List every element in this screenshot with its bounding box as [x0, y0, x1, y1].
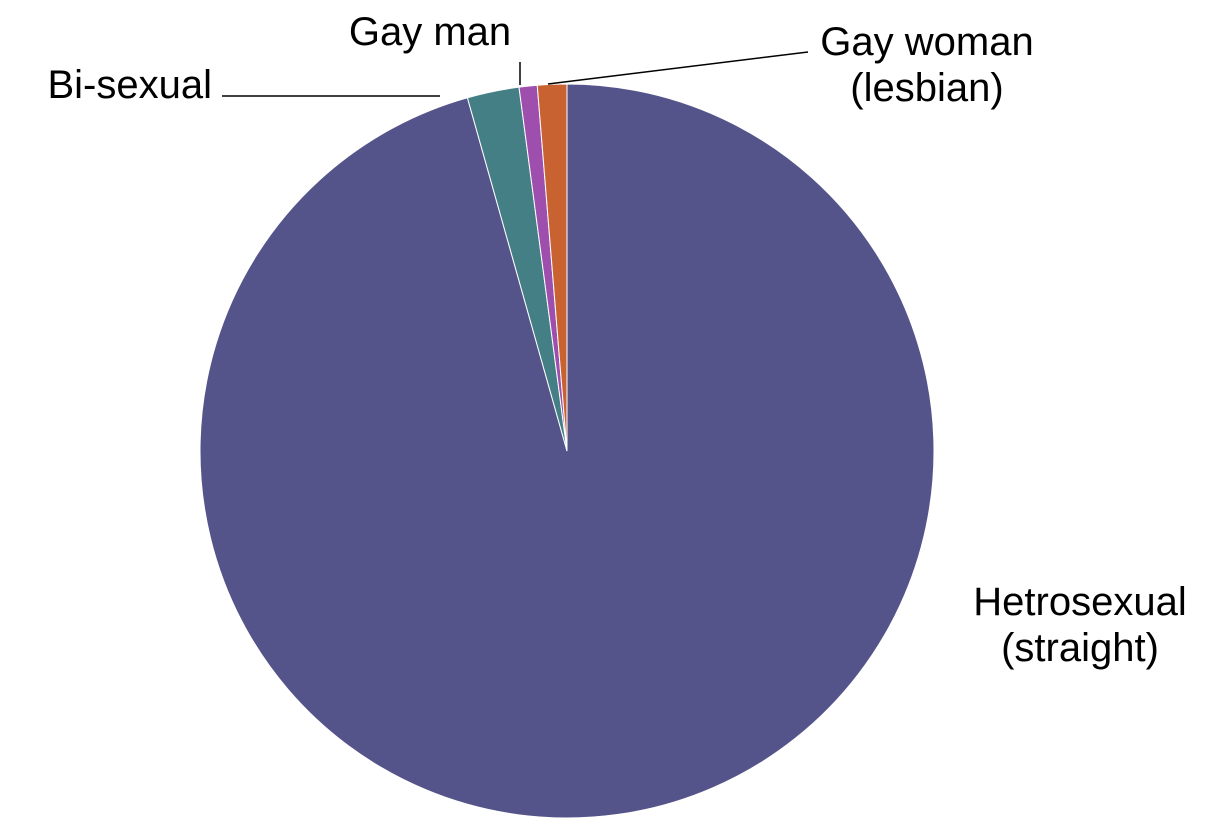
slice-label-line: (lesbian): [850, 66, 1003, 110]
slice-label: Bi-sexual: [47, 63, 212, 107]
slice-label-line: Bi-sexual: [47, 63, 212, 107]
slice-label: Gay woman (lesbian): [820, 20, 1033, 110]
slice-label: Hetrosexual (straight): [973, 580, 1186, 670]
leader-lines: [222, 51, 809, 97]
slice-label-line: Gay man: [349, 10, 511, 54]
slice-label-line: Gay woman: [820, 20, 1033, 64]
pie-slice-gay-woman: [536, 83, 568, 452]
slice-label-line: (straight): [1001, 626, 1159, 670]
leader-line: [547, 51, 809, 85]
slice-label: Gay man: [349, 10, 511, 54]
pie-slices: [199, 83, 935, 819]
slice-label-line: Hetrosexual: [973, 580, 1186, 624]
slice-labels: Hetrosexual (straight) Bi-sexual Gay man Gay…: [47, 10, 1186, 670]
